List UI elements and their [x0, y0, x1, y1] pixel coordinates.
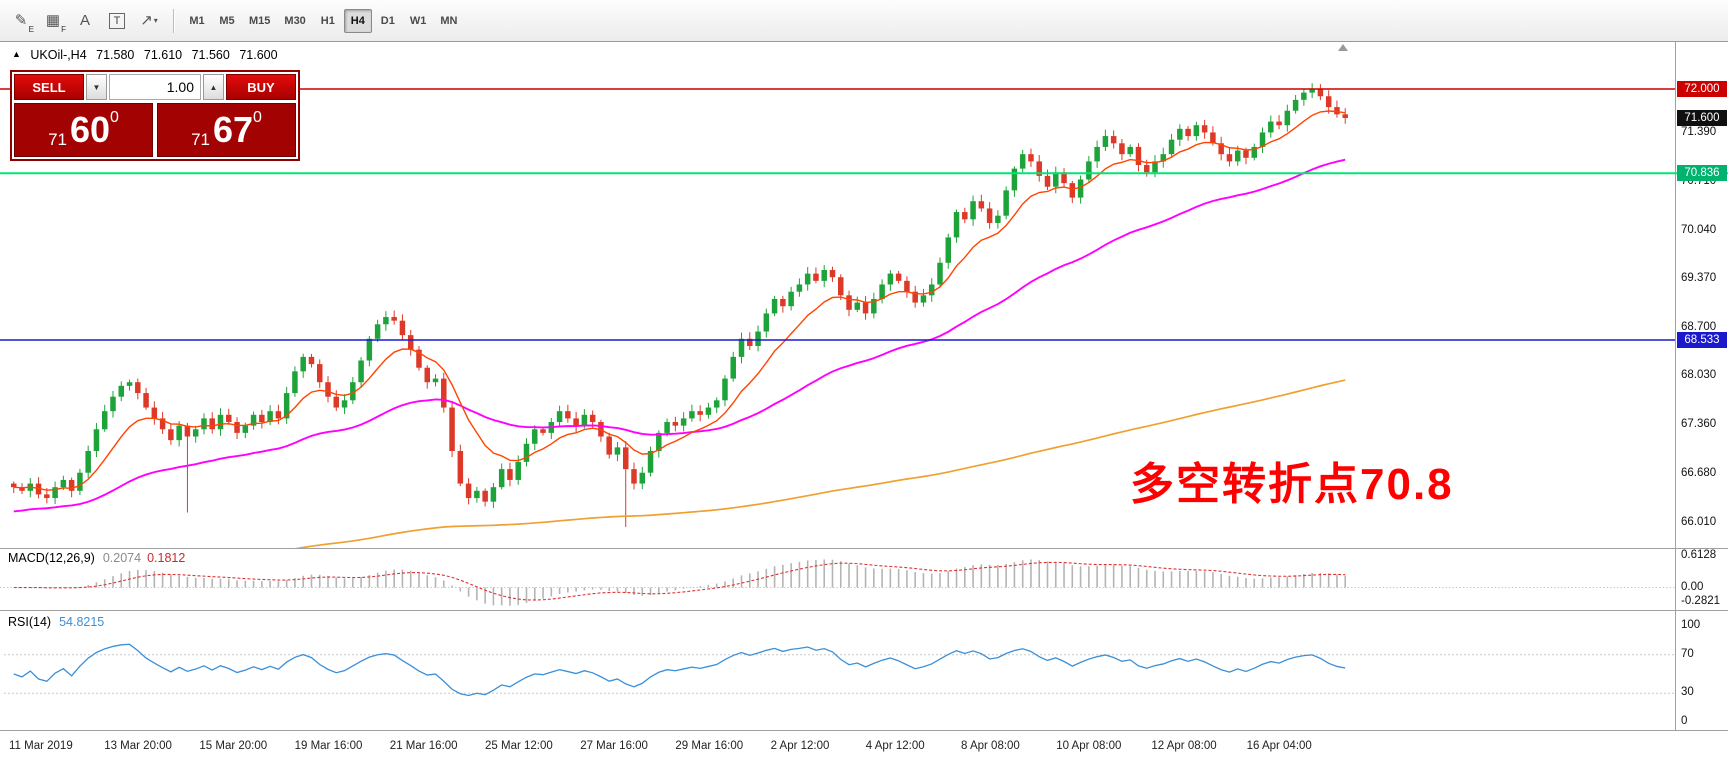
timeframe-button-d1[interactable]: D1 [380, 14, 395, 27]
chart-text-annotation: 多空转折点70.8 [1130, 460, 1454, 509]
grid-tool-sub-label: F [61, 24, 66, 34]
macd-signal-value: 0.1812 [147, 551, 186, 565]
text-tool-icon: A [79, 12, 90, 29]
one-click-trading-panel: SELL ▼ ▲ BUY 71 60 0 71 67 0 [10, 70, 300, 161]
arrow-tool-icon: ↗ [140, 12, 153, 29]
pencil-tool-icon: ✎ [14, 12, 28, 29]
sell-price-sup: 0 [110, 109, 119, 126]
timeframe-button-h4[interactable]: H4 [343, 8, 372, 33]
volume-increment-button[interactable]: ▲ [203, 74, 224, 100]
chart-shift-marker-icon[interactable] [1338, 44, 1348, 51]
rsi-value: 54.8215 [59, 615, 105, 629]
label-tool-icon: T [109, 12, 125, 29]
toolbar-separator [173, 8, 174, 33]
high-value: 71.610 [143, 48, 183, 62]
toolbar: ✎ E ▦ F A T ↗ ▾ M1 M5 M15 M30 H1 H4 D1 W1 MN [0, 0, 1728, 42]
timeframe-button-h1[interactable]: H1 [320, 14, 335, 27]
sell-button[interactable]: SELL [14, 74, 84, 100]
arrow-tool-caret-icon: ▾ [153, 16, 158, 25]
grid-tool-button[interactable]: ▦ F [38, 7, 68, 35]
buy-button[interactable]: BUY [226, 74, 296, 100]
sell-price-prefix: 71 [48, 130, 67, 149]
grid-tool-icon: ▦ [45, 12, 61, 29]
text-tool-button[interactable]: A [70, 7, 100, 35]
open-value: 71.580 [96, 48, 135, 62]
macd-indicator-label: MACD(12,26,9) 0.2074 0.1812 [8, 551, 185, 565]
close-value: 71.600 [239, 48, 278, 62]
macd-main-value: 0.2074 [102, 551, 142, 565]
label-tool-button[interactable]: T [102, 7, 132, 35]
chart-ohlc-header: ▲ UKOil-,H4 71.580 71.610 71.560 71.600 [12, 48, 284, 62]
timeframe-group: M1 M5 M15 M30 H1 H4 D1 W1 MN [183, 8, 463, 33]
volume-decrement-button[interactable]: ▼ [86, 74, 107, 100]
header-arrow-icon: ▲ [12, 49, 21, 59]
low-value: 71.560 [191, 48, 230, 62]
macd-name: MACD(12,26,9) [8, 551, 95, 565]
buy-price-prefix: 71 [191, 130, 210, 149]
rsi-name: RSI(14) [8, 615, 52, 629]
sell-price-display[interactable]: 71 60 0 [14, 103, 153, 157]
pencil-tool-button[interactable]: ✎ E [6, 7, 36, 35]
buy-price-big: 67 [212, 109, 254, 150]
buy-price-sup: 0 [253, 109, 262, 126]
pencil-tool-sub-label: E [28, 24, 34, 34]
timeframe-button-m1[interactable]: M1 [189, 14, 205, 27]
timeframe-button-m5[interactable]: M5 [219, 14, 235, 27]
timeframe-button-w1[interactable]: W1 [409, 14, 427, 27]
symbol-timeframe-label: UKOil-,H4 [30, 48, 87, 62]
sell-price-big: 60 [69, 109, 111, 150]
rsi-indicator-label: RSI(14) 54.8215 [8, 615, 104, 629]
timeframe-button-mn[interactable]: MN [440, 14, 458, 27]
buy-price-display[interactable]: 71 67 0 [157, 103, 296, 157]
arrow-tool-button[interactable]: ↗ ▾ [134, 7, 164, 35]
drawing-tools-group: ✎ E ▦ F A T ↗ ▾ [6, 7, 164, 35]
timeframe-button-m15[interactable]: M15 [249, 14, 271, 27]
volume-input[interactable] [109, 74, 201, 100]
timeframe-button-m30[interactable]: M30 [284, 14, 306, 27]
